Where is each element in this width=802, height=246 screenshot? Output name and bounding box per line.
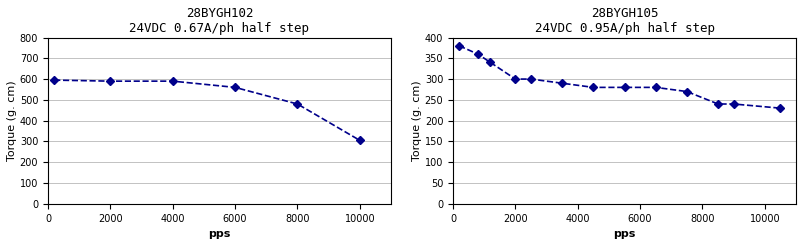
Y-axis label: Torque (g. cm): Torque (g. cm) bbox=[7, 80, 17, 161]
Title: 28BYGH102
24VDC 0.67A/ph half step: 28BYGH102 24VDC 0.67A/ph half step bbox=[129, 7, 309, 35]
Title: 28BYGH105
24VDC 0.95A/ph half step: 28BYGH105 24VDC 0.95A/ph half step bbox=[534, 7, 714, 35]
X-axis label: pps: pps bbox=[208, 229, 230, 239]
Y-axis label: Torque (g. cm): Torque (g. cm) bbox=[411, 80, 421, 161]
X-axis label: pps: pps bbox=[613, 229, 635, 239]
